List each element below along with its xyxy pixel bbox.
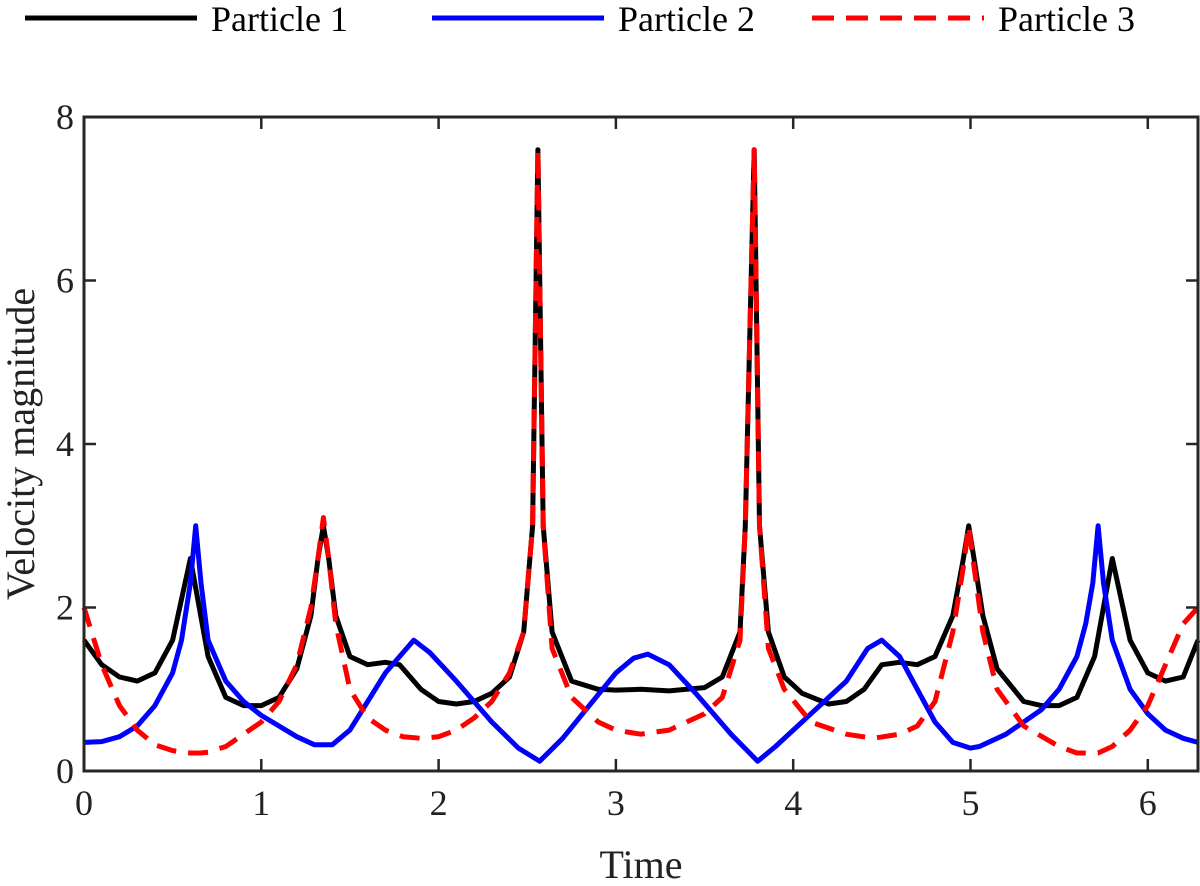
legend: Particle 1 Particle 2 Particle 3 [25,0,1135,39]
series-line-particle-2 [83,523,1199,764]
x-tick-label: 1 [252,783,270,823]
y-tick-label: 2 [56,588,74,628]
axis-ticks: 0 1 2 3 4 5 6 0 2 4 6 8 [56,97,1198,823]
legend-label-particle-1: Particle 1 [211,0,348,39]
y-axis-label: Velocity magnitude [0,288,43,600]
y-tick-label: 0 [56,751,74,791]
legend-label-particle-2: Particle 2 [618,0,755,39]
series-line-particle-1 [81,147,1200,709]
x-tick-label: 3 [607,783,625,823]
x-tick-label: 4 [784,783,802,823]
x-axis-label: Time [599,842,682,886]
legend-label-particle-3: Particle 3 [998,0,1135,39]
x-tick-label: 6 [1139,783,1157,823]
series-line-particle-3 [81,147,1200,756]
plot-lines [81,147,1200,764]
y-tick-label: 8 [56,97,74,137]
x-tick-label: 2 [430,783,448,823]
y-tick-label: 4 [56,424,74,464]
x-tick-label: 0 [75,783,93,823]
x-tick-label: 5 [961,783,979,823]
y-tick-label: 6 [56,261,74,301]
axes-box [82,115,1200,773]
